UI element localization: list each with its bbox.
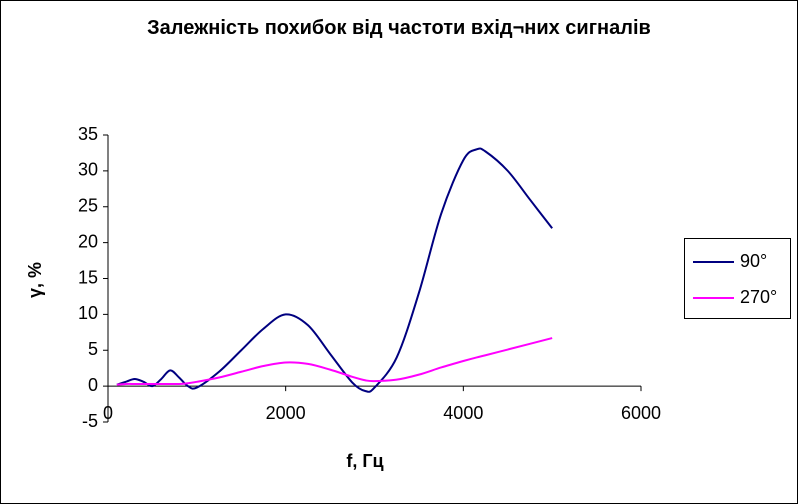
y-tick-label: 5 bbox=[88, 339, 98, 359]
x-tick-label: 2000 bbox=[266, 403, 306, 423]
x-axis-label: f, Гц bbox=[346, 451, 383, 471]
series-line bbox=[116, 337, 553, 386]
chart-title: Залежність похибок від частоти вхід¬них … bbox=[147, 17, 651, 39]
legend-box bbox=[684, 238, 791, 319]
x-tick-label: 6000 bbox=[621, 403, 661, 423]
legend-label: 270° bbox=[740, 287, 777, 307]
y-tick-label: 35 bbox=[78, 124, 98, 144]
series-line bbox=[116, 147, 553, 393]
y-tick-label: 30 bbox=[78, 160, 98, 180]
y-tick-label: 20 bbox=[78, 231, 98, 251]
y-tick-label: 0 bbox=[88, 375, 98, 395]
x-tick-label: 0 bbox=[103, 403, 113, 423]
y-tick-label: -5 bbox=[82, 411, 98, 431]
y-tick-label: 15 bbox=[78, 267, 98, 287]
x-tick-label: 4000 bbox=[443, 403, 483, 423]
y-tick-label: 25 bbox=[78, 196, 98, 216]
y-tick-label: 10 bbox=[78, 303, 98, 323]
y-axis-label: γ, % bbox=[25, 262, 45, 298]
legend-label: 90° bbox=[740, 251, 767, 271]
